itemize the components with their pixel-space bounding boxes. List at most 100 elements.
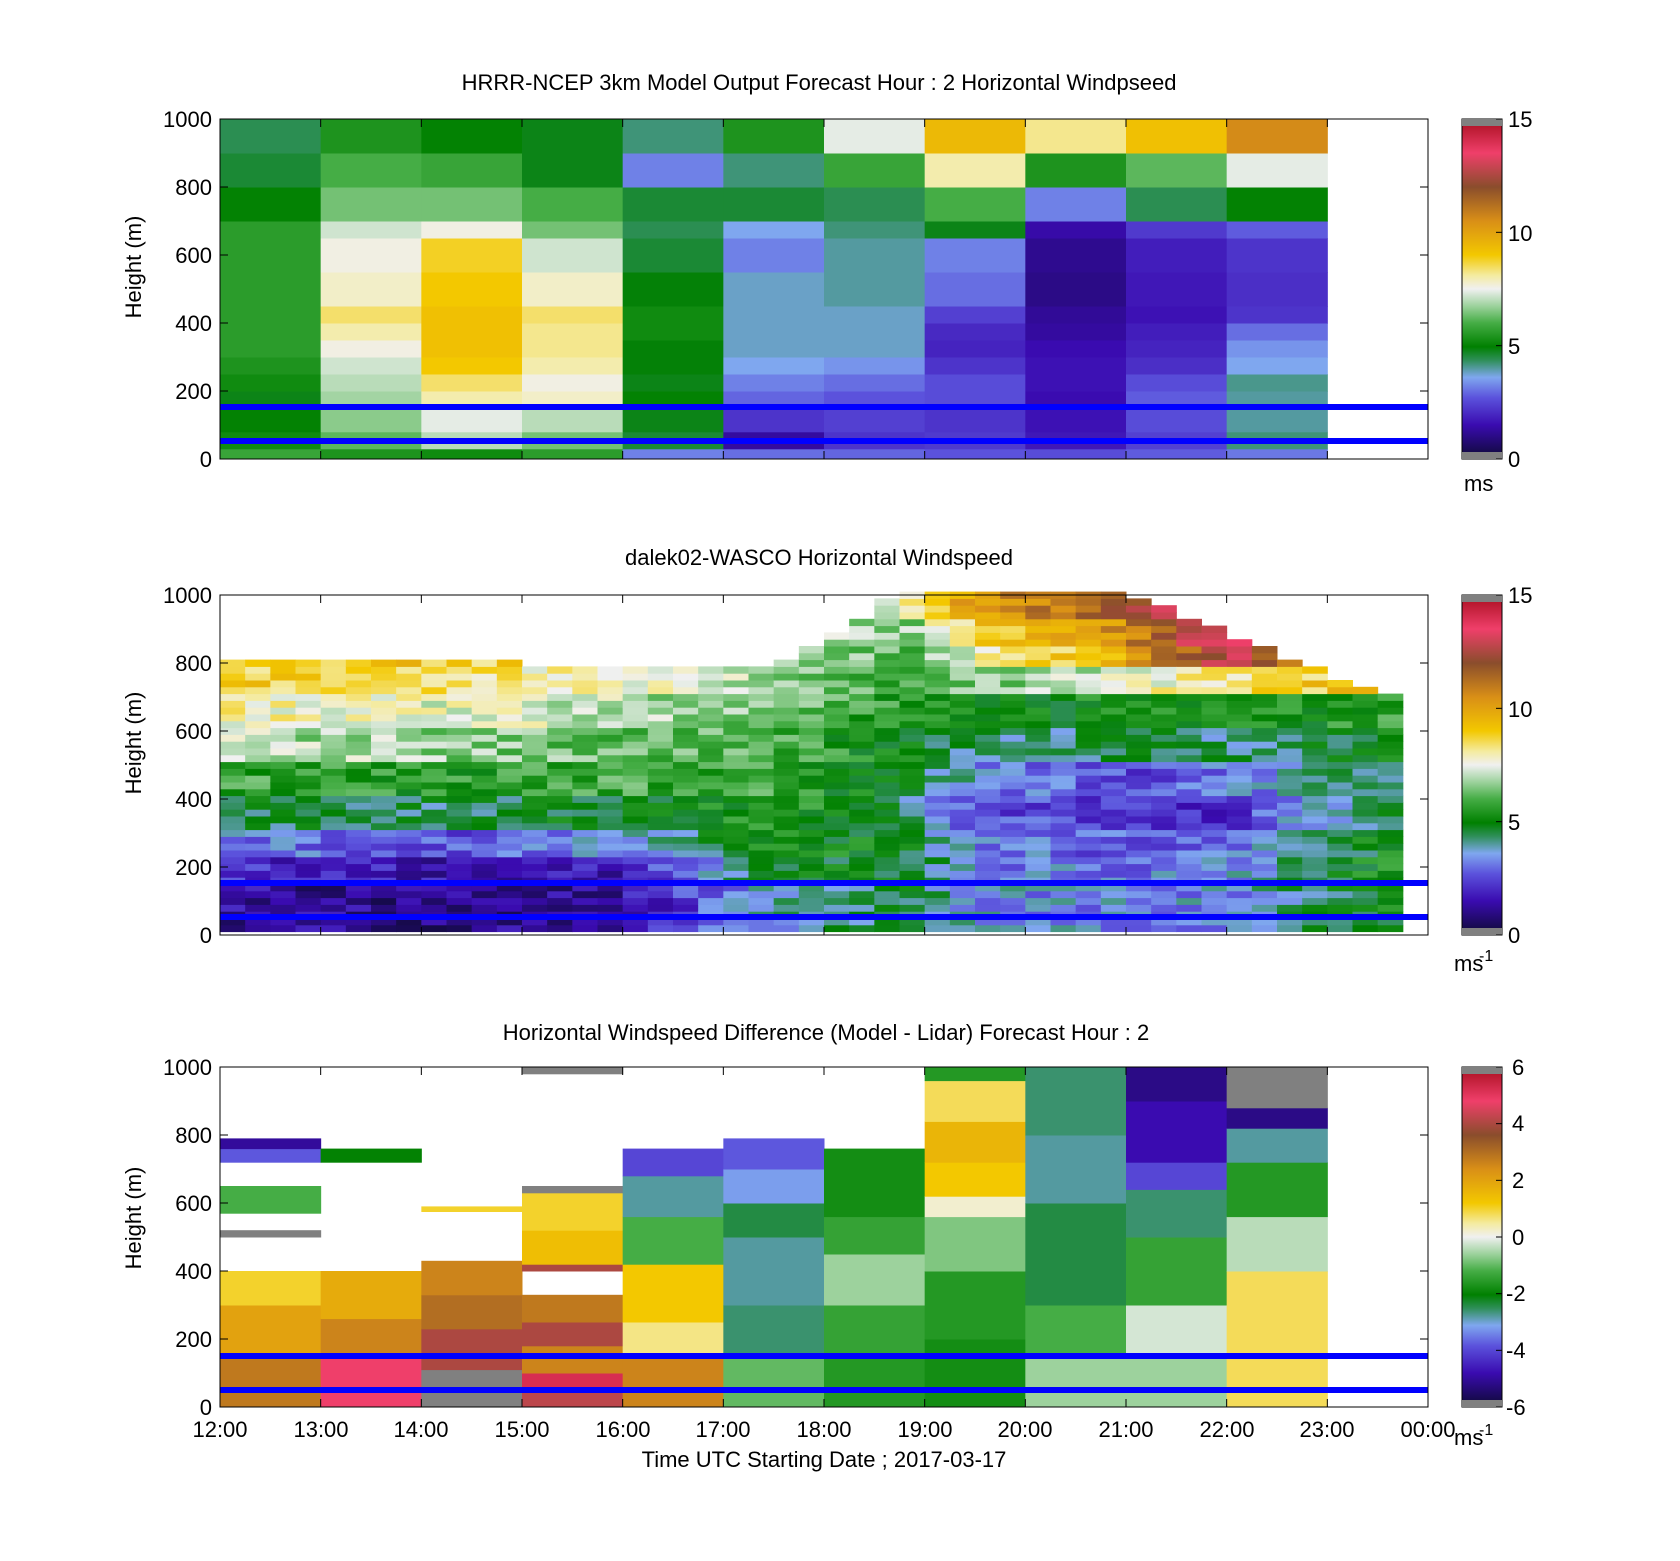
heatmap-cell bbox=[1000, 843, 1026, 851]
heatmap-cell bbox=[1000, 700, 1026, 708]
heatmap-cell bbox=[849, 618, 875, 627]
heatmap-cell bbox=[622, 748, 649, 756]
heatmap-cell bbox=[496, 890, 523, 899]
colorbar-tick-label: 4 bbox=[1512, 1111, 1524, 1136]
heatmap-cell bbox=[1075, 856, 1102, 865]
heatmap-cell bbox=[1277, 693, 1303, 701]
heatmap-cell bbox=[1302, 850, 1328, 858]
heatmap-cell bbox=[798, 700, 825, 708]
heatmap-cell bbox=[1176, 707, 1202, 715]
heatmap-cell bbox=[1251, 748, 1278, 756]
heatmap-cell bbox=[1302, 843, 1328, 851]
heatmap-cell bbox=[245, 863, 271, 871]
heatmap-cell bbox=[723, 153, 825, 188]
heatmap-cell bbox=[622, 761, 649, 769]
heatmap-cell bbox=[471, 918, 498, 926]
heatmap-cell bbox=[446, 870, 473, 878]
heatmap-cell bbox=[975, 918, 1001, 926]
heatmap-cell bbox=[698, 870, 724, 878]
heatmap-cell bbox=[1050, 856, 1077, 865]
heatmap-cell bbox=[1201, 727, 1228, 735]
heatmap-cell bbox=[421, 1294, 523, 1330]
heatmap-cell bbox=[1126, 714, 1152, 722]
heatmap-cell bbox=[496, 720, 523, 729]
heatmap-cell bbox=[1377, 802, 1404, 810]
heatmap-cell bbox=[698, 918, 724, 926]
heatmap-cell bbox=[849, 816, 875, 824]
heatmap-cell bbox=[824, 802, 850, 810]
heatmap-cell bbox=[1176, 782, 1202, 790]
heatmap-cell bbox=[647, 856, 674, 865]
heatmap-cell bbox=[1352, 890, 1379, 899]
heatmap-cell bbox=[421, 768, 447, 776]
heatmap-cell bbox=[1377, 904, 1404, 912]
heatmap-cell bbox=[345, 666, 372, 674]
heatmap-cell bbox=[1251, 918, 1278, 926]
heatmap-cell bbox=[723, 1305, 825, 1357]
heatmap-cell bbox=[1352, 829, 1379, 837]
heatmap-cell bbox=[597, 890, 624, 899]
heatmap-cell bbox=[1025, 357, 1127, 375]
heatmap-cell bbox=[1277, 754, 1303, 763]
heatmap-cell bbox=[1377, 741, 1404, 749]
heatmap-cell bbox=[522, 686, 548, 695]
heatmap-cell bbox=[899, 816, 926, 824]
heatmap-cell bbox=[1000, 904, 1026, 912]
heatmap-cell bbox=[1126, 1305, 1228, 1357]
heatmap-cell bbox=[421, 748, 447, 756]
heatmap-cell bbox=[496, 768, 523, 776]
heatmap-cell bbox=[622, 448, 724, 460]
heatmap-cell bbox=[824, 890, 850, 899]
heatmap-cell bbox=[874, 741, 900, 749]
heatmap-cell bbox=[1226, 700, 1253, 708]
heatmap-cell bbox=[1377, 809, 1404, 817]
heatmap-cell bbox=[1327, 748, 1353, 756]
heatmap-cell bbox=[1126, 686, 1152, 695]
heatmap-cell bbox=[220, 1271, 322, 1306]
heatmap-cell bbox=[824, 884, 850, 892]
heatmap-cell bbox=[924, 836, 951, 844]
heatmap-cell bbox=[723, 822, 749, 831]
heatmap-cell bbox=[371, 836, 397, 844]
heatmap-cell bbox=[1327, 782, 1353, 790]
heatmap-cell bbox=[522, 802, 548, 810]
y-tick-label: 200 bbox=[175, 855, 212, 880]
heatmap-cell bbox=[1251, 673, 1278, 681]
heatmap-cell bbox=[698, 748, 724, 756]
heatmap-cell bbox=[1126, 836, 1152, 844]
heatmap-cell bbox=[1352, 802, 1379, 810]
heatmap-cell bbox=[371, 680, 397, 688]
heatmap-cell bbox=[446, 666, 473, 674]
heatmap-cell bbox=[1251, 870, 1278, 878]
heatmap-cell bbox=[874, 822, 900, 831]
heatmap-cell bbox=[345, 829, 372, 837]
heatmap-cell bbox=[320, 1356, 422, 1408]
heatmap-cell bbox=[1000, 727, 1026, 735]
heatmap-cell bbox=[798, 659, 825, 667]
heatmap-cell bbox=[975, 727, 1001, 735]
heatmap-cell bbox=[1050, 843, 1077, 851]
heatmap-cell bbox=[1151, 904, 1177, 912]
heatmap-cell bbox=[421, 734, 447, 742]
heatmap-cell bbox=[345, 809, 372, 817]
heatmap-cell bbox=[924, 357, 1026, 375]
heatmap-cell bbox=[597, 918, 624, 926]
heatmap-cell bbox=[371, 897, 397, 905]
heatmap-cell bbox=[622, 734, 649, 742]
heatmap-cell bbox=[1226, 904, 1253, 912]
heatmap-cell bbox=[1302, 822, 1328, 831]
heatmap-cell bbox=[471, 673, 498, 681]
heatmap-cell bbox=[220, 686, 246, 695]
heatmap-cell bbox=[1075, 727, 1102, 735]
heatmap-cell bbox=[924, 829, 951, 837]
heatmap-cell bbox=[1075, 741, 1102, 749]
heatmap-cell bbox=[1100, 659, 1127, 667]
heatmap-cell bbox=[421, 673, 447, 681]
heatmap-cell bbox=[647, 748, 674, 756]
heatmap-cell bbox=[1226, 741, 1253, 749]
heatmap-cell bbox=[698, 788, 724, 797]
heatmap-cell bbox=[1126, 754, 1152, 763]
heatmap-cell bbox=[1025, 1067, 1127, 1136]
heatmap-cell bbox=[975, 836, 1001, 844]
heatmap-cell bbox=[1226, 357, 1328, 375]
